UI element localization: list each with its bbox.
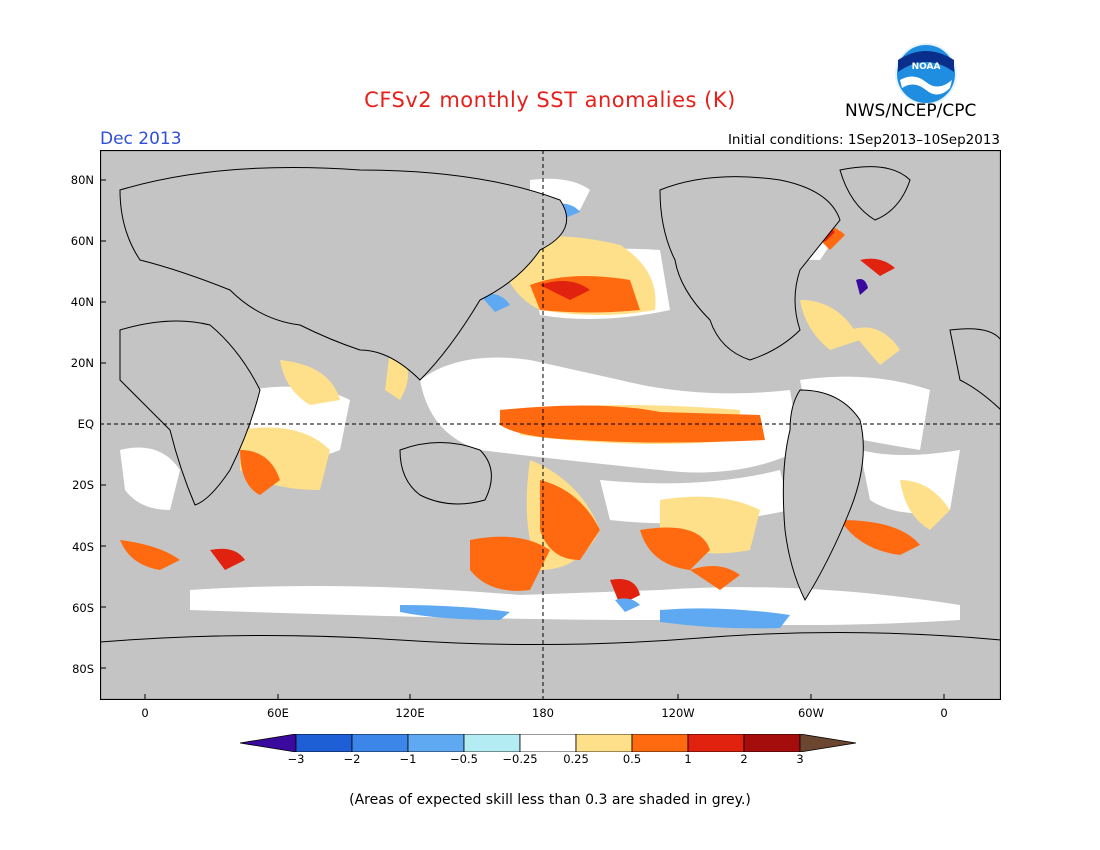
map-frame	[100, 150, 1001, 700]
noaa-logo: NOAA	[895, 43, 957, 105]
lon-label-60w: 60W	[797, 706, 824, 720]
lon-label-120e: 120E	[395, 706, 425, 720]
colorbar-cell	[295, 734, 353, 752]
colorbar-tick-label: −2	[343, 752, 361, 766]
agency-label: NWS/NCEP/CPC	[845, 101, 977, 121]
colorbar-tick-label: −0.5	[450, 752, 478, 766]
lat-label-20n: 20N	[70, 356, 94, 370]
valid-month: Dec 2013	[100, 129, 182, 149]
noaa-logo-text: NOAA	[912, 62, 941, 72]
colorbar-tick-label: 0.25	[563, 752, 589, 766]
lat-label-40n: 40N	[70, 295, 94, 309]
lat-label-60s: 60S	[72, 601, 94, 615]
lon-label-60e: 60E	[267, 706, 289, 720]
colorbar-cell	[519, 734, 577, 752]
colorbar-cell	[240, 734, 297, 752]
colorbar	[240, 734, 857, 752]
colorbar-tick-label: 3	[796, 752, 804, 766]
lat-label-80n: 80N	[70, 173, 94, 187]
skill-footnote: (Areas of expected skill less than 0.3 a…	[349, 792, 751, 808]
strong-negative-area	[856, 279, 868, 295]
colorbar-cell	[799, 734, 857, 752]
lat-label-80s: 80S	[72, 662, 94, 676]
lon-label-0-east: 0	[940, 706, 948, 720]
colorbar-tick-label: 0.5	[622, 752, 642, 766]
colorbar-tick-label: −1	[399, 752, 417, 766]
sst-anomaly-map	[100, 150, 1001, 700]
colorbar-tick-label: 1	[684, 752, 692, 766]
colorbar-cell	[463, 734, 521, 752]
lon-label-180: 180	[532, 706, 554, 720]
lat-label-60n: 60N	[70, 234, 94, 248]
colorbar-cell	[687, 734, 745, 752]
colorbar-tick-label: 2	[740, 752, 748, 766]
map-title: CFSv2 monthly SST anomalies (K)	[364, 88, 736, 112]
colorbar-cell	[743, 734, 801, 752]
lat-label-40s: 40S	[72, 540, 94, 554]
negative-anomaly-areas	[400, 203, 790, 629]
continent-outlines	[100, 166, 1001, 700]
colorbar-tick-label: −3	[287, 752, 305, 766]
colorbar-cell	[407, 734, 465, 752]
lat-label-eq: EQ	[77, 417, 94, 431]
colorbar-tick-label: −0.25	[502, 752, 538, 766]
initial-conditions: Initial conditions: 1Sep2013–10Sep2013	[727, 132, 1000, 148]
colorbar-cell	[351, 734, 409, 752]
colorbar-cell	[575, 734, 633, 752]
lon-label-120w: 120W	[661, 706, 695, 720]
lon-label-0-west: 0	[141, 706, 149, 720]
lat-label-20s: 20S	[72, 478, 94, 492]
colorbar-cell	[631, 734, 689, 752]
